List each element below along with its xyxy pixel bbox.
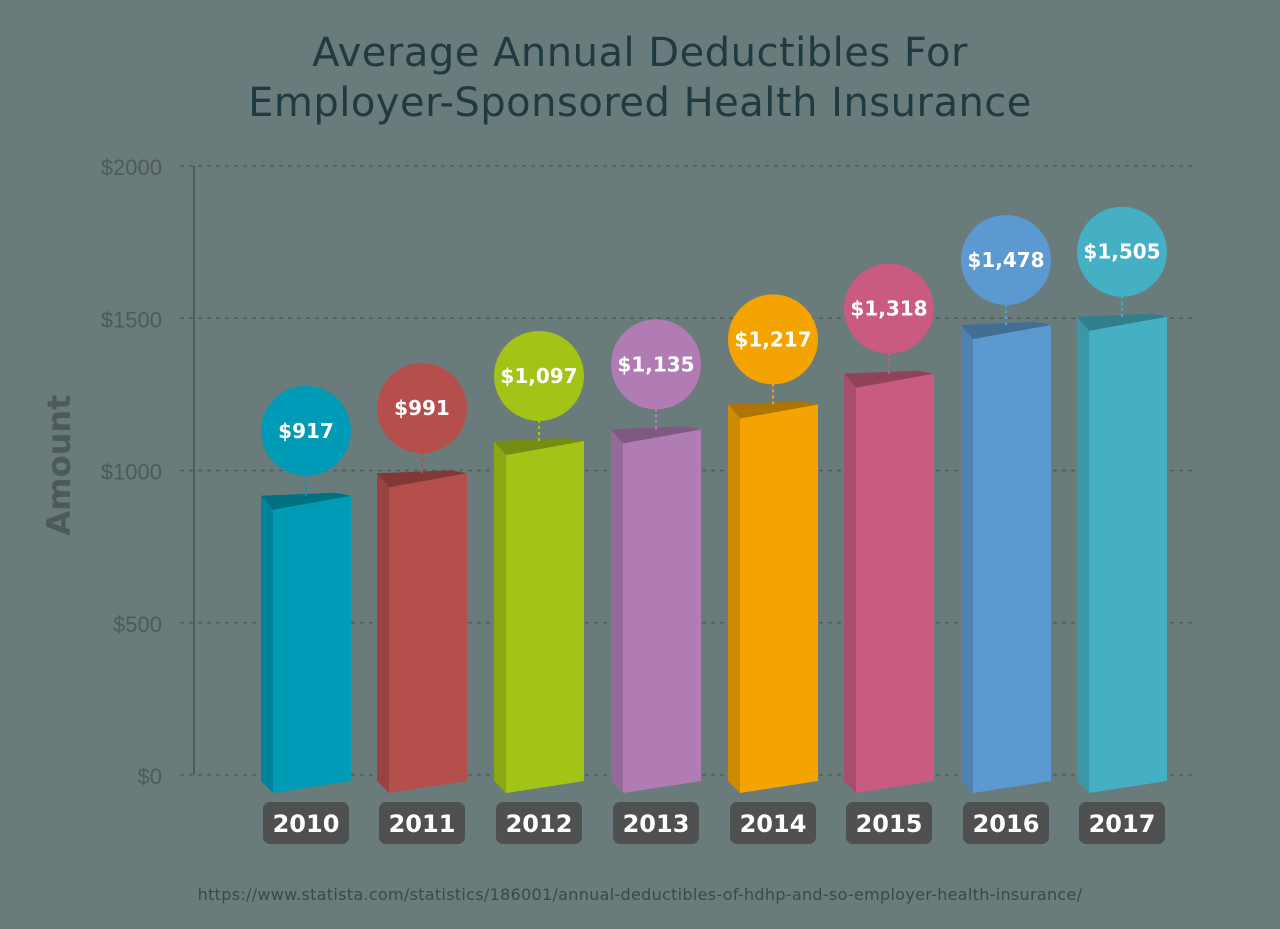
x-tick-2010: 2010 <box>263 802 349 844</box>
x-tick-label: 2010 <box>273 810 340 838</box>
bar-front <box>506 440 584 793</box>
x-tick-2017: 2017 <box>1079 802 1165 844</box>
value-bubble <box>494 330 584 421</box>
bar-top <box>1077 313 1167 331</box>
value-bubble <box>261 385 351 476</box>
bar-top <box>261 492 351 510</box>
bar-front <box>1089 316 1167 793</box>
data-label: $917 <box>278 419 334 443</box>
x-tick-2014: 2014 <box>730 802 816 844</box>
y-tick-labels: $0 $500 $1000 $1500 $2000 <box>101 155 162 789</box>
x-tick-2012: 2012 <box>496 802 582 844</box>
bar-side <box>1077 316 1089 793</box>
bar-2013: $1,135 <box>611 319 701 793</box>
bar-front <box>389 473 467 793</box>
x-tick-label: 2013 <box>623 810 690 838</box>
bar-top <box>611 426 701 444</box>
y-axis-label: Amount <box>40 395 78 536</box>
bar-front <box>623 429 701 793</box>
year-pill <box>730 802 816 844</box>
bar-top <box>494 437 584 455</box>
year-pill <box>613 802 699 844</box>
data-label: $1,318 <box>850 297 927 321</box>
title-line-2: Employer-Sponsored Health Insurance <box>248 80 1032 126</box>
x-tick-label: 2015 <box>856 810 923 838</box>
x-tick-label: 2017 <box>1089 810 1156 838</box>
bar-2017: $1,505 <box>1077 206 1167 793</box>
bar-2016: $1,478 <box>961 214 1051 793</box>
x-tick-label: 2014 <box>740 810 807 838</box>
bar-2010: $917 <box>261 385 351 793</box>
data-label: $1,097 <box>500 364 577 388</box>
y-tick-label: $1000 <box>101 460 162 485</box>
x-tick-2013: 2013 <box>613 802 699 844</box>
data-label: $1,135 <box>617 352 694 376</box>
y-tick-label: $0 <box>138 764 162 789</box>
bar-side <box>261 495 273 793</box>
bars: $917 $991 $1,097 $1,135 $1,217 $1,318 $1,478 $1… <box>261 206 1167 793</box>
x-tick-2016: 2016 <box>963 802 1049 844</box>
bar-side <box>961 324 973 793</box>
bar-side <box>611 429 623 793</box>
data-label: $1,505 <box>1083 240 1160 264</box>
bar-top <box>844 370 934 388</box>
bar-2011: $991 <box>377 363 467 793</box>
x-tick-2015: 2015 <box>846 802 932 844</box>
data-label: $1,478 <box>967 248 1044 272</box>
x-tick-labels: 2010 2011 2012 2013 2014 2015 2016 2017 <box>263 802 1165 844</box>
year-pill <box>963 802 1049 844</box>
value-bubble <box>377 363 467 454</box>
bar-top <box>728 401 818 419</box>
bar-side <box>844 373 856 793</box>
year-pill <box>263 802 349 844</box>
year-pill <box>1079 802 1165 844</box>
x-tick-2011: 2011 <box>379 802 465 844</box>
value-bubble <box>611 319 701 410</box>
bar-front <box>740 404 818 793</box>
source-url: https://www.statista.com/statistics/1860… <box>197 885 1083 904</box>
bar-front <box>973 324 1051 793</box>
bar-2015: $1,318 <box>844 263 934 793</box>
value-bubble <box>961 214 1051 305</box>
x-tick-label: 2012 <box>506 810 573 838</box>
bar-side <box>377 473 389 793</box>
data-label: $1,217 <box>734 327 811 351</box>
bar-top <box>961 321 1051 339</box>
x-tick-label: 2011 <box>389 810 456 838</box>
bar-top <box>377 470 467 488</box>
bar-front <box>856 373 934 793</box>
year-pill <box>496 802 582 844</box>
bar-2012: $1,097 <box>494 330 584 793</box>
year-pill <box>846 802 932 844</box>
bar-side <box>728 404 740 793</box>
value-bubble <box>728 294 818 385</box>
x-tick-label: 2016 <box>973 810 1040 838</box>
title-line-1: Average Annual Deductibles For <box>312 30 968 76</box>
value-bubble <box>1077 206 1167 297</box>
y-tick-label: $500 <box>113 612 162 637</box>
bar-2014: $1,217 <box>728 294 818 793</box>
value-bubble <box>844 263 934 354</box>
y-tick-label: $2000 <box>101 155 162 180</box>
bar-front <box>273 495 351 793</box>
y-tick-label: $1500 <box>101 307 162 332</box>
data-label: $991 <box>394 396 450 420</box>
bar-side <box>494 440 506 793</box>
chart-title: Average Annual Deductibles For Employer-… <box>0 28 1280 128</box>
year-pill <box>379 802 465 844</box>
